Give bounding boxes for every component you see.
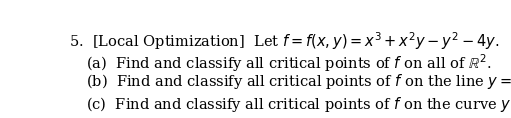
Text: 5.  [Local Optimization]  Let $f = f(x, y) = x^3 + x^2y - y^2 - 4y.$: 5. [Local Optimization] Let $f = f(x, y)…	[68, 31, 499, 52]
Text: (a)  Find and classify all critical points of $f$ on all of $\mathbb{R}^2$.: (a) Find and classify all critical point…	[86, 52, 491, 74]
Text: (b)  Find and classify all critical points of $f$ on the line $y = x$.: (b) Find and classify all critical point…	[86, 72, 511, 91]
Text: (c)  Find and classify all critical points of $f$ on the curve $y = x^2$.: (c) Find and classify all critical point…	[86, 93, 511, 115]
